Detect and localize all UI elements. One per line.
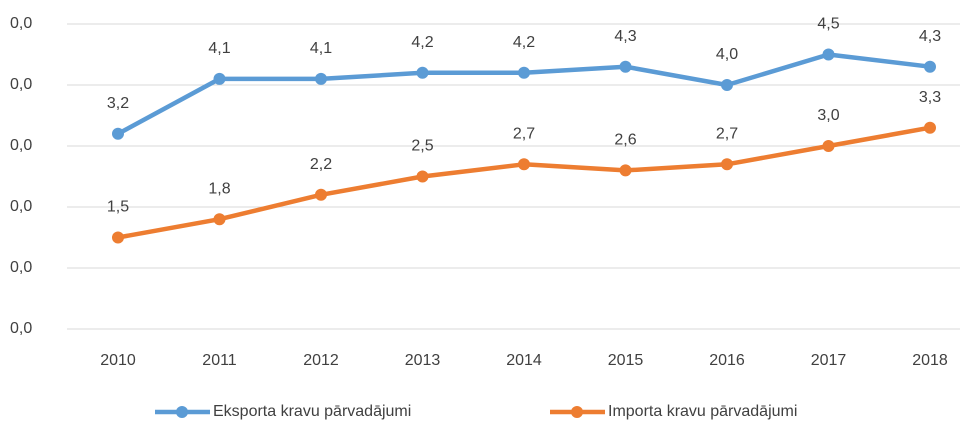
point [619, 60, 632, 73]
y-tick-label: 0,0 [10, 76, 32, 93]
point [213, 72, 226, 85]
legend-label: Eksporta kravu pārvadājumi [213, 403, 411, 420]
x-tick-label: 2012 [303, 352, 339, 369]
point [112, 231, 124, 244]
x-tick-label: 2014 [506, 352, 542, 369]
x-tick-label: 2016 [709, 352, 745, 369]
y-tick-label: 0,0 [10, 15, 32, 32]
data-label: 4,2 [411, 34, 433, 51]
point [518, 66, 530, 79]
x-tick-label: 2018 [912, 352, 948, 369]
point [416, 66, 429, 79]
x-tick-label: 2015 [608, 352, 644, 369]
point [924, 60, 936, 73]
point [416, 170, 429, 183]
data-label: 4,3 [919, 28, 941, 45]
legend-marker [176, 406, 188, 418]
x-tick-label: 2010 [100, 352, 136, 369]
x-tick-label: 2011 [202, 352, 237, 369]
data-label: 4,3 [614, 28, 636, 45]
x-tick-label: 2013 [405, 352, 441, 369]
y-tick-label: 0,0 [10, 320, 32, 337]
data-label: 2,7 [716, 126, 738, 143]
data-label: 4,5 [817, 16, 839, 33]
data-label: 1,5 [107, 199, 129, 216]
point [315, 188, 327, 201]
series-line [117, 125, 931, 240]
legend-label: Importa kravu pārvadājumi [608, 403, 797, 420]
y-tick-label: 0,0 [10, 259, 32, 276]
data-label: 2,5 [411, 138, 433, 155]
point [213, 213, 226, 226]
data-label: 2,6 [614, 132, 636, 149]
point [822, 140, 835, 152]
data-label: 2,2 [310, 156, 332, 173]
data-label: 4,1 [310, 40, 332, 57]
point [112, 127, 124, 140]
point [822, 48, 835, 61]
y-tick-label: 0,0 [10, 137, 32, 154]
point [518, 158, 530, 171]
legend-marker [571, 406, 583, 418]
data-label: 3,0 [817, 107, 839, 124]
point [721, 158, 733, 171]
x-tick-label: 2017 [811, 352, 847, 369]
point [315, 72, 327, 85]
data-label: 3,3 [919, 89, 941, 106]
data-label: 4,2 [513, 34, 535, 51]
data-label: 4,0 [716, 46, 738, 63]
data-label: 4,1 [208, 40, 230, 57]
data-label: 1,8 [208, 180, 230, 197]
data-label: 3,2 [107, 95, 129, 112]
point [721, 79, 733, 91]
point [619, 164, 632, 177]
data-label: 2,7 [513, 126, 535, 143]
y-tick-label: 0,0 [10, 198, 32, 215]
point [924, 121, 936, 134]
series-line [116, 52, 931, 136]
